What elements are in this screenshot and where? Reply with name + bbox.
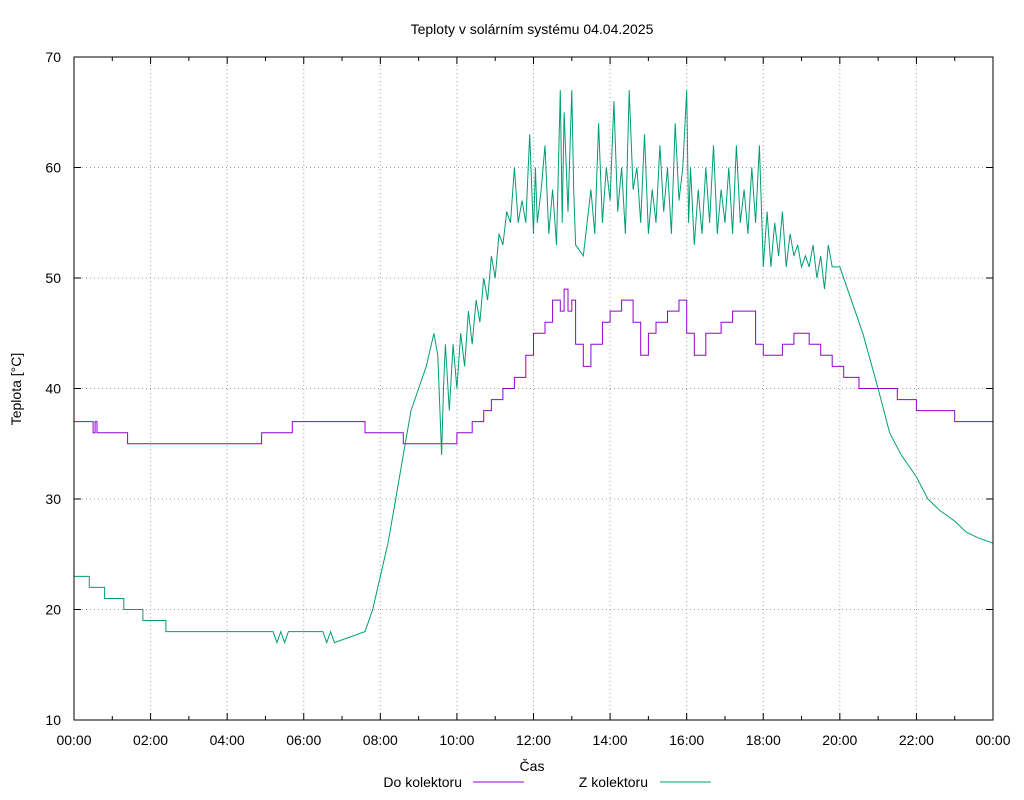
x-tick-label: 04:00 (210, 732, 245, 748)
ticks (73, 56, 994, 721)
y-tick-label: 10 (45, 712, 61, 728)
y-tick-label: 30 (45, 491, 61, 507)
legend: Do kolektoru Z kolektoru (383, 774, 711, 790)
x-tick-label: 10:00 (439, 732, 474, 748)
x-tick-label: 00:00 (56, 732, 91, 748)
x-axis-title: Čas (520, 758, 545, 774)
legend-label-z-kolektoru: Z kolektoru (579, 774, 648, 790)
x-tick-label: 16:00 (669, 732, 704, 748)
y-tick-label: 60 (45, 160, 61, 176)
y-tick-label: 50 (45, 270, 61, 286)
legend-label-do-kolektoru: Do kolektoru (383, 774, 462, 790)
y-tick-label: 70 (45, 49, 61, 65)
x-tick-label: 14:00 (593, 732, 628, 748)
x-tick-label: 12:00 (516, 732, 551, 748)
x-tick-label: 22:00 (899, 732, 934, 748)
plot-frame (73, 56, 994, 721)
series-line-do-kolektoru (74, 288, 993, 445)
y-tick-label: 20 (45, 602, 61, 618)
x-tick-label: 00:00 (975, 732, 1010, 748)
x-tick-label: 06:00 (286, 732, 321, 748)
y-tick-label: 40 (45, 381, 61, 397)
chart-title: Teploty v solárním systému 04.04.2025 (411, 21, 654, 37)
series-line-z-kolektoru (74, 90, 994, 645)
x-tick-label: 02:00 (133, 732, 168, 748)
x-tick-label: 18:00 (746, 732, 781, 748)
tick-labels: 00:00 02:00 04:00 06:00 08:00 10:00 12:00 14:00… (45, 49, 1010, 748)
grid (74, 57, 993, 720)
y-axis-title: Teplota [°C] (8, 353, 24, 426)
x-tick-label: 08:00 (363, 732, 398, 748)
x-tick-label: 20:00 (822, 732, 857, 748)
series-layer (74, 90, 994, 645)
